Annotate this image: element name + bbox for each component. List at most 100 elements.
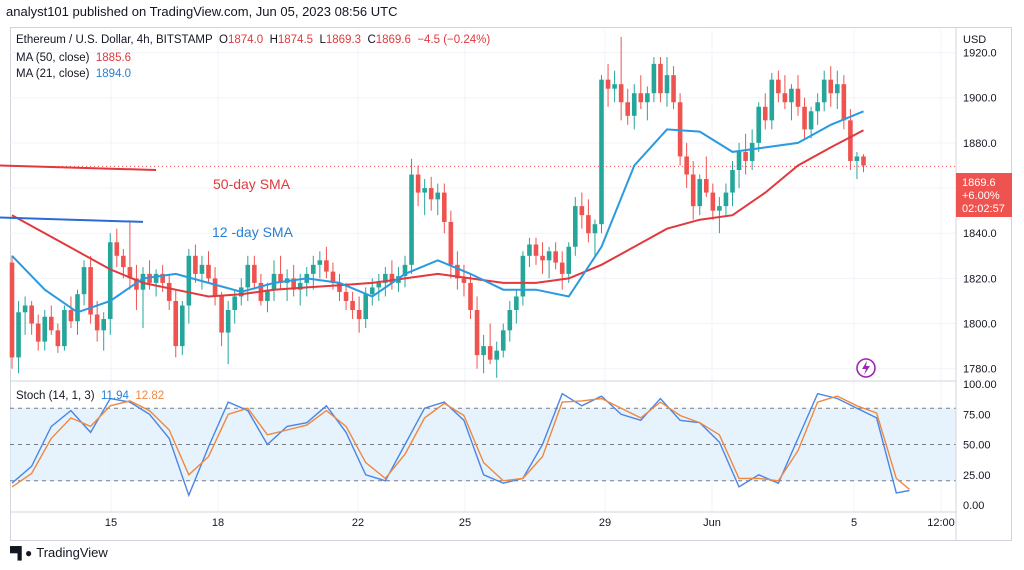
candle — [592, 219, 598, 256]
candle — [271, 260, 277, 301]
stoch-tick-label: 50.00 — [963, 440, 991, 452]
candle — [311, 255, 316, 290]
candle — [317, 251, 323, 279]
candle — [127, 221, 133, 290]
candle — [573, 197, 578, 256]
legend-row-symbol: Ethereum / U.S. Dollar, 4h, BITSTAMP O18… — [16, 34, 490, 46]
candle — [9, 255, 15, 369]
stoch-tick-label: 75.00 — [963, 409, 991, 421]
price-tag-countdown: 02:02:57 — [962, 203, 1005, 215]
candle — [605, 63, 611, 107]
candles — [9, 36, 866, 378]
tradingview-logo[interactable]: ▀▌● TradingView — [10, 545, 108, 560]
candle — [219, 291, 224, 347]
legend-o-label: O — [219, 34, 228, 46]
candle — [343, 282, 349, 310]
candle — [854, 151, 860, 180]
legend-symbol: Ethereum / U.S. Dollar, 4h, BITSTAMP — [16, 34, 213, 46]
candle — [671, 66, 676, 110]
candle — [808, 106, 814, 139]
candle — [645, 86, 650, 121]
stoch-k-line — [11, 392, 910, 498]
candle — [428, 176, 434, 211]
candle — [586, 199, 591, 243]
ma-lines — [11, 110, 864, 314]
legend-stoch-d: 12.82 — [135, 390, 165, 402]
price-tick-label: 1920.0 — [963, 48, 997, 60]
price-tag-value: 1869.6 — [962, 177, 996, 189]
candle — [278, 255, 283, 290]
price-tick-label: 1900.0 — [963, 93, 997, 105]
time-tick-label: 29 — [599, 517, 611, 529]
candle — [553, 242, 558, 270]
candle — [402, 255, 408, 288]
legend-h: 1874.5 — [277, 34, 314, 46]
candle — [101, 312, 106, 351]
sma12-trendline[interactable] — [0, 216, 144, 223]
candle — [265, 282, 270, 313]
candle — [435, 183, 441, 216]
legend-o: 1874.0 — [227, 34, 264, 46]
candle — [612, 70, 617, 103]
candle — [88, 255, 93, 324]
candle — [304, 267, 310, 297]
candle — [225, 300, 231, 365]
candle — [756, 102, 761, 152]
candle — [821, 70, 827, 112]
candle — [42, 310, 48, 351]
candle — [350, 291, 355, 320]
lightning-icon[interactable] — [856, 358, 876, 378]
legend-stoch-k: 11.94 — [101, 390, 129, 402]
candle — [769, 72, 775, 130]
time-tick-label: 18 — [212, 517, 224, 529]
candle — [697, 174, 703, 216]
candle — [252, 255, 257, 290]
candle — [55, 323, 61, 353]
price-axis-currency: USD — [963, 34, 986, 46]
candle — [736, 142, 742, 189]
stoch-band — [10, 407, 956, 482]
candle — [710, 183, 716, 220]
candle — [284, 269, 290, 301]
legend-c-label: C — [367, 34, 376, 46]
candle — [107, 233, 113, 335]
time-tick-label: 22 — [352, 517, 364, 529]
candle — [81, 260, 87, 306]
stoch-tick-label: 0.00 — [963, 500, 984, 512]
ma50-line — [11, 129, 864, 298]
tradingview-brand: TradingView — [36, 545, 108, 560]
candle — [186, 249, 192, 324]
legend-l: 1869.3 — [325, 34, 362, 46]
time-tick-label: 15 — [105, 517, 117, 529]
candle — [559, 251, 565, 290]
candle — [776, 70, 781, 103]
price-tick-label: 1820.0 — [963, 273, 997, 285]
candle — [861, 154, 866, 173]
stoch-tick-label: 25.00 — [963, 470, 991, 482]
candle — [324, 246, 329, 279]
candle — [651, 57, 657, 103]
candle — [448, 210, 454, 279]
stoch-lines — [11, 392, 910, 498]
candle — [35, 314, 41, 351]
price-tick-label: 1840.0 — [963, 228, 997, 240]
candle — [415, 165, 421, 207]
candle — [409, 158, 414, 274]
sma50-trendline[interactable] — [0, 164, 157, 171]
candle — [507, 300, 513, 342]
candle — [356, 296, 362, 333]
candle — [180, 300, 185, 356]
candle — [500, 323, 506, 358]
candle — [166, 273, 172, 310]
candle — [199, 255, 205, 290]
candle — [68, 296, 74, 329]
time-tick-label: 25 — [459, 517, 471, 529]
price-tick-label: 1780.0 — [963, 364, 997, 376]
legend-c: 1869.6 — [375, 34, 411, 46]
candle — [193, 244, 198, 283]
candle — [389, 260, 395, 290]
candle — [114, 228, 120, 268]
candle — [121, 249, 126, 279]
candle — [599, 75, 604, 234]
